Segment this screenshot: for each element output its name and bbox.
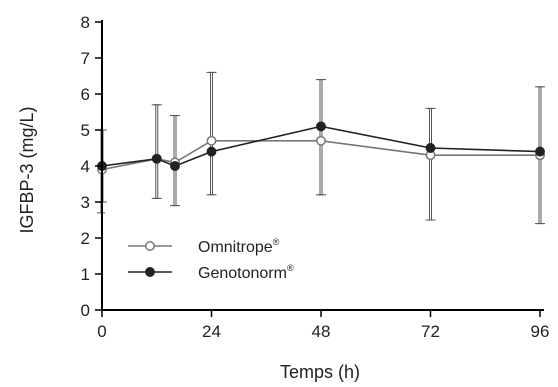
y-tick-label: 1 — [81, 265, 90, 284]
x-tick-label: 24 — [202, 322, 221, 341]
y-tick-label: 4 — [81, 157, 90, 176]
legend: Omnitrope® Genotonorm® — [128, 237, 294, 282]
x-tick-label: 96 — [531, 322, 550, 341]
y-axis-label: IGFBP-3 (mg/L) — [17, 106, 37, 233]
x-tick-label: 72 — [421, 322, 440, 341]
series-lines — [97, 121, 545, 175]
data-point — [316, 135, 326, 146]
y-tick-label: 7 — [81, 49, 90, 68]
data-point — [151, 153, 162, 164]
legend-label: Omnitrope® — [198, 237, 280, 256]
data-point — [206, 135, 217, 146]
data-point — [535, 146, 545, 157]
data-point — [425, 143, 436, 153]
legend-marker — [145, 241, 155, 251]
legend-marker — [145, 267, 155, 277]
x-tick-label: 0 — [97, 322, 106, 341]
data-point — [170, 161, 180, 171]
y-tick-label: 3 — [81, 193, 90, 212]
error-bars — [97, 71, 545, 225]
legend-label: Genotonorm® — [198, 263, 294, 282]
y-ticks: 0 1 2 3 4 5 6 7 8 — [81, 13, 102, 320]
x-tick-label: 48 — [312, 322, 331, 341]
data-point — [316, 121, 326, 132]
y-tick-label: 8 — [81, 13, 90, 32]
data-point — [206, 146, 217, 157]
x-axis-label: Temps (h) — [280, 362, 360, 382]
y-tick-label: 5 — [81, 121, 90, 140]
y-tick-label: 6 — [81, 85, 90, 104]
series-line — [101, 125, 541, 167]
y-tick-label: 2 — [81, 229, 90, 248]
y-tick-label: 0 — [81, 301, 90, 320]
x-ticks: 0 24 48 72 96 — [97, 310, 549, 341]
